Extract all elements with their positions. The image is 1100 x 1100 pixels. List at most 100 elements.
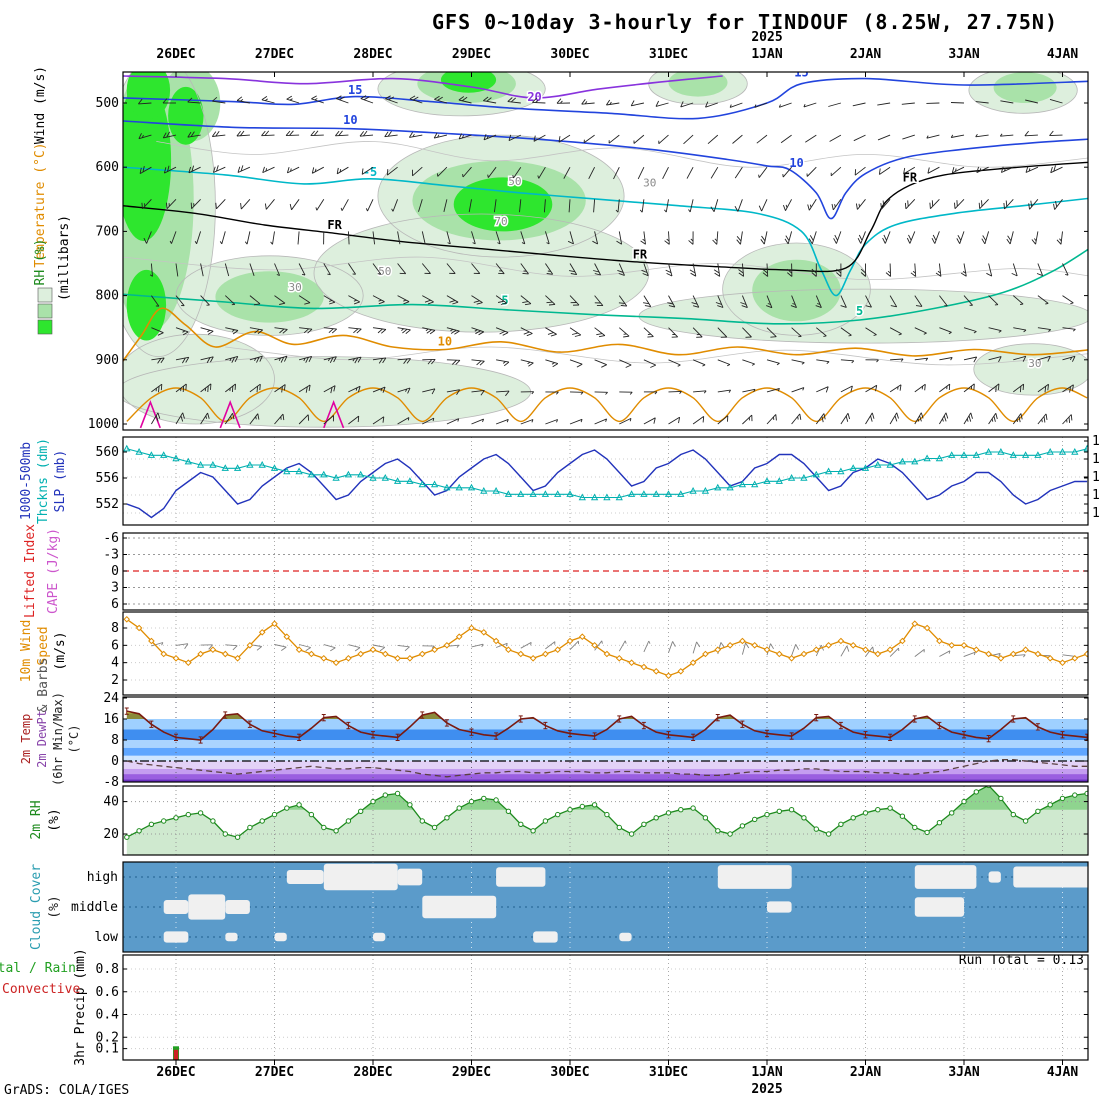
y-tick-label: 24 <box>103 691 119 706</box>
y-tick-label: 1022 <box>1092 488 1100 503</box>
y-tick-label: 700 <box>96 224 119 239</box>
wind10m-side-label: (m/s) <box>53 631 68 670</box>
rh2m-side-label: (%) <box>47 808 62 831</box>
y-tick-label: 4 <box>111 656 119 671</box>
y-tick-label: 2 <box>111 673 119 688</box>
contour-label: 10 <box>343 113 357 127</box>
cloud_cover-side-label: Cloud Cover <box>29 864 44 950</box>
date-label-top: 2JAN <box>850 47 881 62</box>
cloud-row-label: middle <box>71 900 118 915</box>
y-tick-label: 1020 <box>1092 506 1100 521</box>
rh-contour-label: 30 <box>289 281 302 294</box>
y-tick-label: 16 <box>103 712 119 727</box>
rh-contour-label: 50 <box>508 175 521 188</box>
chart-title: GFS 0~10day 3-hourly for TINDOUF (8.25W,… <box>432 10 1058 34</box>
date-label-top: 3JAN <box>948 47 979 62</box>
contour-label: 10 <box>789 156 803 170</box>
date-label-bottom: 4JAN <box>1047 1065 1078 1080</box>
date-label-bottom: 2JAN <box>850 1065 881 1080</box>
temp_dewpt-side-label: (6hr Min/Max) <box>51 692 65 786</box>
y-tick-label: 8 <box>111 621 119 636</box>
y-tick-label: 0 <box>111 564 119 579</box>
y-tick-label: 0.1 <box>96 1042 119 1057</box>
temp_dewpt-side-label: 2m Temp <box>19 714 33 765</box>
cloud-cover-panel <box>123 862 1100 952</box>
y-tick-label: -8 <box>103 775 119 790</box>
rh2m-side-label: 2m RH <box>29 800 44 839</box>
lifted-index-panel <box>123 533 1088 610</box>
date-label-bottom: 31DEC <box>649 1065 688 1080</box>
date-label-top: 30DEC <box>550 47 589 62</box>
rh-contour-label: 50 <box>378 265 391 278</box>
cloud-row-label: low <box>95 930 119 945</box>
slp_thickness-side-label: Thckns (dm) <box>36 438 51 524</box>
temp_dewpt-side-label: (°C) <box>67 725 81 754</box>
y-tick-label: 600 <box>96 160 119 175</box>
y-tick-label: 0.4 <box>96 1008 120 1023</box>
upper-air-barbs <box>138 95 1076 425</box>
precip-series-label: Total / Rain <box>0 961 76 976</box>
contour-label: 5 <box>856 304 863 318</box>
y-tick-label: 900 <box>96 353 119 368</box>
year-label-top: 2025 <box>751 30 782 45</box>
contour-label: FR <box>903 170 918 184</box>
y-tick-label: 3 <box>111 581 119 596</box>
contour-label: 20 <box>527 90 541 104</box>
lifted_index_cape-side-label: CAPE (J/kg) <box>46 528 61 614</box>
y-tick-label: 0 <box>111 754 119 769</box>
wind10m-side-label: Speed <box>36 626 51 665</box>
date-label-bottom: 30DEC <box>550 1065 589 1080</box>
y-tick-label: 552 <box>96 497 119 512</box>
grads-credit: GrADS: COLA/IGES <box>4 1083 130 1098</box>
date-label-bottom: 28DEC <box>353 1065 392 1080</box>
contour-label: 15 <box>348 83 362 97</box>
y-tick-label: 1000 <box>88 417 119 432</box>
y-tick-label: 0.2 <box>96 1030 119 1045</box>
y-tick-label: 20 <box>103 827 119 842</box>
rh-contour-label: 30 <box>1028 357 1041 370</box>
contour-label: 10 <box>438 335 452 349</box>
date-label-top: 29DEC <box>452 47 491 62</box>
y-tick-label: 0.6 <box>96 985 119 1000</box>
date-label-bottom: 1JAN <box>751 1065 782 1080</box>
date-label-top: 26DEC <box>156 47 195 62</box>
y-tick-label: -6 <box>103 531 119 546</box>
date-label-top: 27DEC <box>255 47 294 62</box>
upper_air-side-label: Temperature (°C) <box>33 142 48 267</box>
upper_air-side-label: (millibars) <box>57 215 72 301</box>
lifted_index_cape-side-label: Lifted Index <box>23 524 38 618</box>
date-label-top: 4JAN <box>1047 47 1078 62</box>
y-tick-label: 500 <box>96 96 119 111</box>
date-label-bottom: 29DEC <box>452 1065 491 1080</box>
axes-and-labels: 5006007008009001000560556552102810261024… <box>0 30 1100 1097</box>
y-tick-label: 556 <box>96 471 119 486</box>
date-label-top: 1JAN <box>751 47 782 62</box>
y-tick-label: 0.8 <box>96 962 119 977</box>
rh-contour-label: 70 <box>494 215 507 228</box>
y-tick-label: 6 <box>111 597 119 612</box>
upper_air-side-label: Wind (m/s) <box>33 66 48 144</box>
precip-series-label: Convective <box>2 982 80 997</box>
y-tick-label: 8 <box>111 733 119 748</box>
date-label-bottom: 26DEC <box>156 1065 195 1080</box>
run-total-label: Run Total = 0.13 <box>959 953 1084 968</box>
year-label-bottom: 2025 <box>751 1082 782 1097</box>
cloud_cover-side-label: (%) <box>47 895 62 918</box>
y-tick-label: 1024 <box>1092 470 1100 485</box>
y-tick-label: 560 <box>96 445 119 460</box>
slp-thickness-panel <box>123 437 1091 525</box>
date-label-top: 28DEC <box>353 47 392 62</box>
precip3hr-side-label: 3hr Precip (mm) <box>73 948 88 1065</box>
y-tick-label: 40 <box>103 795 119 810</box>
contour-label: 5 <box>501 294 508 308</box>
rh-contour-label: 30 <box>643 176 656 189</box>
y-tick-label: 6 <box>111 638 119 653</box>
temp-dewpt-panel <box>123 697 1090 784</box>
y-tick-label: 1028 <box>1092 434 1100 449</box>
date-label-bottom: 3JAN <box>948 1065 979 1080</box>
date-label-bottom: 27DEC <box>255 1065 294 1080</box>
cloud-row-label: high <box>87 870 118 885</box>
